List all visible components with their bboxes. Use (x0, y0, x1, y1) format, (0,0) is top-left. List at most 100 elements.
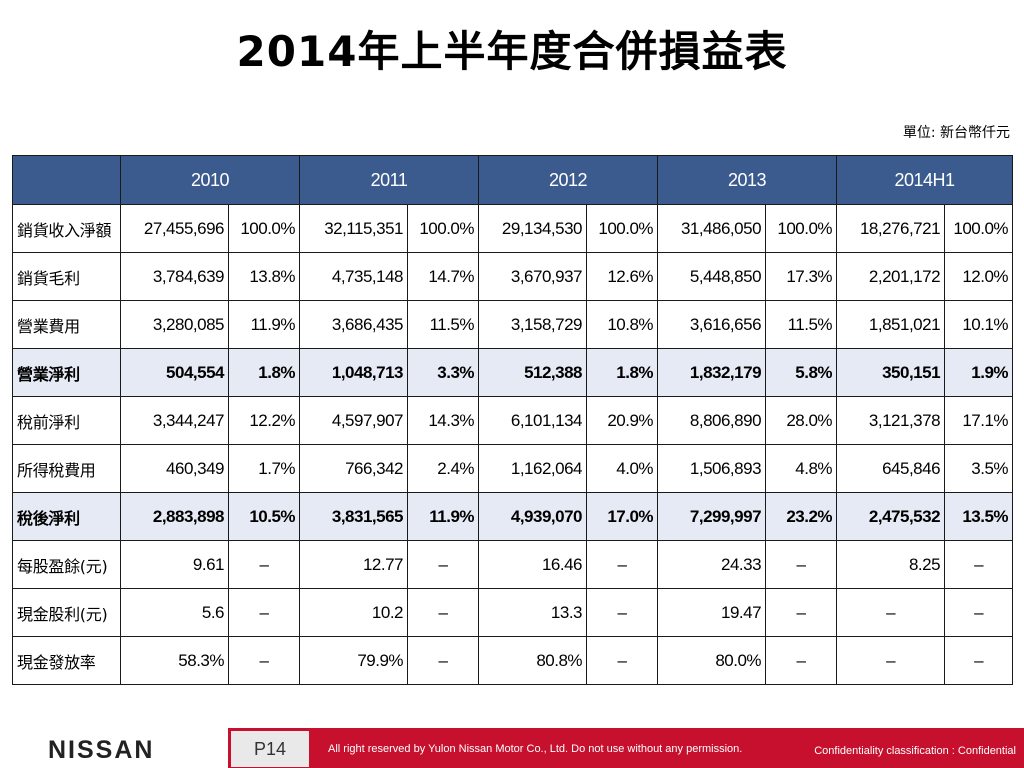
confidentiality-label: Confidentiality classification : Confide… (814, 745, 1016, 757)
value-cell: – (836, 636, 946, 685)
percent-cell: – (227, 636, 301, 685)
value-cell: 79.9% (299, 636, 409, 685)
value-cell: 1,048,713 (299, 348, 409, 397)
percent-cell: 10.8% (586, 300, 659, 349)
row-label: 現金發放率 (12, 636, 121, 685)
value-cell: 8.25 (836, 540, 946, 589)
page-number: P14 (231, 731, 309, 767)
value-cell: 3,121,378 (836, 396, 946, 445)
percent-cell: 13.5% (944, 492, 1014, 541)
value-cell: 12.77 (299, 540, 409, 589)
value-cell: 8,806,890 (657, 396, 767, 445)
value-cell: 2,475,532 (836, 492, 946, 541)
value-cell: 3,616,656 (657, 300, 767, 349)
percent-cell: 13.8% (227, 252, 301, 301)
header-year: 2011 (299, 155, 480, 205)
value-cell: 3,280,085 (120, 300, 229, 349)
value-cell: 19.47 (657, 588, 767, 637)
row-label: 銷貨收入淨額 (12, 204, 121, 253)
value-cell: 2,883,898 (120, 492, 229, 541)
footer-red-bar: P14 All right reserved by Yulon Nissan M… (228, 728, 1024, 768)
value-cell: 3,158,729 (478, 300, 588, 349)
value-cell: 4,735,148 (299, 252, 409, 301)
row-label: 稅後淨利 (12, 492, 121, 541)
value-cell: 3,686,435 (299, 300, 409, 349)
header-blank (12, 155, 121, 205)
percent-cell: – (944, 588, 1014, 637)
value-cell: 32,115,351 (299, 204, 409, 253)
value-cell: 460,349 (120, 444, 229, 493)
percent-cell: – (944, 636, 1014, 685)
row-label: 現金股利(元) (12, 588, 121, 637)
header-year: 2012 (478, 155, 659, 205)
value-cell: 7,299,997 (657, 492, 767, 541)
percent-cell: – (407, 540, 480, 589)
page-title: 2014年上半年度合併損益表 (236, 27, 788, 76)
percent-cell: – (765, 636, 838, 685)
table-row: 所得稅費用 460,349 1.7% 766,342 2.4% 1,162,064 4.0%… (12, 444, 1014, 493)
value-cell: 3,784,639 (120, 252, 229, 301)
percent-cell: 14.7% (407, 252, 480, 301)
table-row: 現金股利(元) 5.6–10.2–13.3–19.47– – – (12, 588, 1014, 637)
income-statement-table: 2010 2011 2012 2013 2014H1 銷貨收入淨額 27,455,… (12, 155, 1014, 685)
footer-bar: NISSAN P14 All right reserved by Yulon N… (0, 728, 1024, 768)
value-cell: 13.3 (478, 588, 588, 637)
value-cell: 2,201,172 (836, 252, 946, 301)
percent-cell: 17.3% (765, 252, 838, 301)
percent-cell: 10.5% (227, 492, 301, 541)
row-label: 銷貨毛利 (12, 252, 121, 301)
value-cell: 4,939,070 (478, 492, 588, 541)
value-cell: 80.8% (478, 636, 588, 685)
percent-cell: 11.9% (407, 492, 480, 541)
percent-cell: 17.1% (944, 396, 1014, 445)
unit-label: 單位: 新台幣仟元 (902, 125, 1010, 141)
table-row: 銷貨收入淨額 27,455,696 100.0% 32,115,351 100.0% 29… (12, 204, 1014, 253)
table-row: 現金發放率 58.3% –79.9% –80.8% –80.0% – – – (12, 636, 1014, 685)
header-year: 2014H1 (836, 155, 1014, 205)
table-row: 營業費用 3,280,085 11.9% 3,686,435 11.5% 3,158,72… (12, 300, 1014, 349)
percent-cell: 12.0% (944, 252, 1014, 301)
percent-cell: 1.8% (586, 348, 659, 397)
value-cell: 80.0% (657, 636, 767, 685)
value-cell: 512,388 (478, 348, 588, 397)
percent-cell: 4.0% (586, 444, 659, 493)
percent-cell: 1.7% (227, 444, 301, 493)
table-row: 營業淨利 504,554 1.8% 1,048,713 3.3% 512,388 1.8% 1… (12, 348, 1014, 397)
row-label: 營業淨利 (12, 348, 121, 397)
percent-cell: 100.0% (944, 204, 1014, 253)
value-cell: 766,342 (299, 444, 409, 493)
percent-cell: 10.1% (944, 300, 1014, 349)
percent-cell: 3.3% (407, 348, 480, 397)
row-label: 每股盈餘(元) (12, 540, 121, 589)
percent-cell: 100.0% (227, 204, 301, 253)
percent-cell: 28.0% (765, 396, 838, 445)
percent-cell: 100.0% (586, 204, 659, 253)
percent-cell: – (765, 588, 838, 637)
percent-cell: – (586, 636, 659, 685)
value-cell: 645,846 (836, 444, 946, 493)
value-cell: 4,597,907 (299, 396, 409, 445)
table-row: 稅後淨利 2,883,898 10.5% 3,831,565 11.9% 4,939,07… (12, 492, 1014, 541)
row-label: 所得稅費用 (12, 444, 121, 493)
value-cell: 350,151 (836, 348, 946, 397)
percent-cell: 4.8% (765, 444, 838, 493)
value-cell: 31,486,050 (657, 204, 767, 253)
percent-cell: 1.8% (227, 348, 301, 397)
value-cell: – (836, 588, 946, 637)
percent-cell: – (227, 588, 301, 637)
header-year: 2013 (657, 155, 838, 205)
header-year: 2010 (119, 155, 301, 205)
value-cell: 6,101,134 (478, 396, 588, 445)
percent-cell: 11.9% (227, 300, 301, 349)
value-cell: 504,554 (120, 348, 229, 397)
percent-cell: – (407, 588, 480, 637)
percent-cell: 2.4% (407, 444, 480, 493)
value-cell: 1,506,893 (657, 444, 767, 493)
percent-cell: – (227, 540, 301, 589)
value-cell: 3,344,247 (120, 396, 229, 445)
percent-cell: 14.3% (407, 396, 480, 445)
percent-cell: 12.2% (227, 396, 301, 445)
value-cell: 58.3% (120, 636, 229, 685)
row-label: 稅前淨利 (12, 396, 121, 445)
percent-cell: – (944, 540, 1014, 589)
